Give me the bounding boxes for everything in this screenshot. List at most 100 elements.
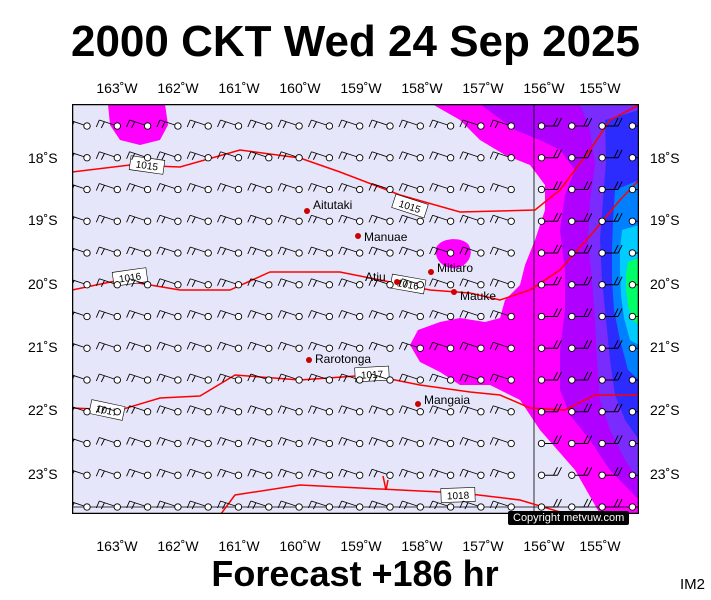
wind-barb (489, 310, 509, 319)
wind-barb (126, 214, 145, 224)
wind-barb (544, 498, 562, 508)
wind-barb (247, 405, 266, 414)
lon-label: 161˚W (218, 80, 260, 96)
wind-station (204, 217, 212, 225)
wind-barb (307, 437, 327, 446)
wind-barb (156, 214, 176, 224)
wind-station (507, 471, 515, 479)
wind-station (446, 249, 455, 257)
wind-barb (635, 220, 639, 222)
wind-station (113, 439, 121, 448)
wind-barb (156, 310, 176, 319)
wind-barb (307, 405, 327, 414)
wind-station (265, 439, 273, 448)
wind-station (325, 439, 334, 448)
wind-barb (459, 151, 479, 160)
wind-station (234, 154, 243, 162)
wind-station (143, 217, 152, 225)
wind-station (113, 344, 121, 352)
wind-station (83, 408, 91, 416)
wind-barb (247, 214, 266, 224)
wind-station (204, 408, 212, 416)
wind-station (325, 217, 334, 225)
wind-station (628, 344, 637, 352)
wind-station (234, 471, 243, 479)
wind-barb (277, 437, 297, 446)
wind-barb (605, 149, 623, 159)
wind-station (598, 281, 606, 289)
wind-barb (635, 157, 639, 159)
isobar-labels: 1015 1015 1016 1016 1017 1017 1018 (88, 155, 476, 503)
wind-barb (489, 246, 509, 256)
wind-station (416, 122, 424, 130)
wind-barb (398, 437, 418, 446)
wind-barb (635, 252, 639, 254)
wind-barb (126, 246, 145, 256)
wind-station (83, 249, 91, 257)
wind-barb (247, 151, 266, 160)
wind-barb (277, 468, 297, 478)
wind-station (356, 503, 364, 511)
wind-barb (398, 310, 418, 319)
wind-barb (574, 244, 593, 254)
wind-barb (368, 500, 388, 510)
wind-barb (635, 189, 639, 190)
wind-station (143, 408, 152, 416)
wind-barb (277, 183, 297, 192)
wind-barb (307, 373, 327, 383)
wind-station (537, 344, 546, 352)
wind-barb (277, 246, 297, 256)
wind-barb (574, 403, 593, 413)
wind-barb (156, 246, 176, 256)
wind-barb (459, 119, 479, 129)
wind-station (386, 503, 394, 511)
wind-station (416, 471, 424, 479)
wind-station (537, 185, 546, 194)
wind-station (507, 408, 515, 416)
wind-station (295, 122, 303, 130)
lon-label: 155˚W (579, 80, 621, 96)
wind-barb (307, 278, 327, 287)
wind-barb (217, 500, 236, 510)
wind-station (295, 439, 303, 448)
wind-barb (574, 117, 593, 127)
wind-station (143, 344, 152, 352)
wind-station (325, 376, 334, 384)
wind-barb (459, 214, 479, 224)
wind-station (568, 471, 576, 479)
wind-station (386, 154, 394, 162)
isobar-label: 1017 (361, 369, 384, 381)
wind-station (174, 185, 182, 194)
wind-barb (338, 151, 357, 160)
wind-station (446, 503, 455, 511)
wind-station (113, 312, 121, 321)
wind-station (83, 185, 91, 194)
wind-station (234, 249, 243, 257)
island-label: Mangaia (424, 393, 470, 407)
wind-barb (398, 341, 418, 351)
wind-station (113, 185, 121, 194)
wind-barb (544, 276, 562, 286)
wind-station (356, 439, 364, 448)
wind-station (507, 185, 515, 194)
island-marker (451, 289, 457, 295)
island-marker (415, 401, 421, 407)
wind-barb (217, 119, 236, 129)
wind-barb (217, 341, 236, 351)
wind-station (204, 503, 212, 511)
wind-barb (277, 278, 297, 287)
wind-station (83, 217, 91, 225)
wind-barb (489, 119, 509, 129)
wind-barb (635, 347, 639, 349)
wind-barb (574, 435, 593, 444)
wind-station (143, 122, 152, 130)
wind-barb (277, 119, 297, 129)
wind-barb (338, 183, 357, 192)
wind-station (598, 217, 606, 225)
lat-label: 21˚S (650, 339, 680, 355)
wind-station (416, 249, 424, 257)
wind-station (204, 376, 212, 384)
wind-station (446, 312, 455, 321)
wind-station (356, 344, 364, 352)
wind-barb (307, 246, 327, 256)
